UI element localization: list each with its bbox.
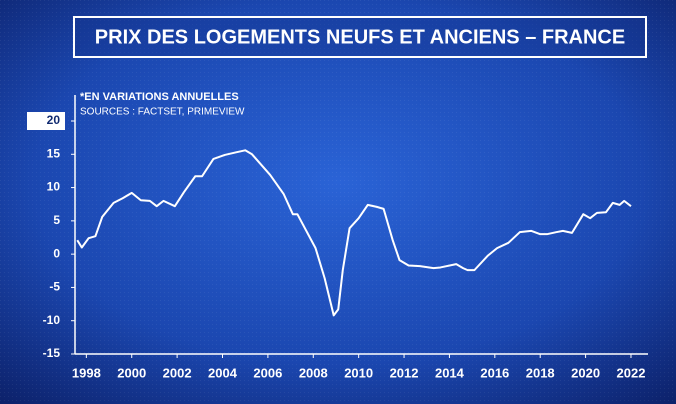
y-tick-label: 20 — [47, 113, 61, 127]
data-line — [76, 149, 632, 317]
y-tick-label: 5 — [53, 213, 60, 227]
x-tick-label: 2008 — [299, 365, 328, 380]
y-tick-label: -5 — [49, 280, 60, 294]
y-tick-label: 0 — [53, 246, 60, 260]
x-tick-label: 2006 — [253, 365, 282, 380]
x-tick-label: 2000 — [117, 365, 146, 380]
x-tick-label: 2004 — [208, 365, 238, 380]
x-tick-label: 2014 — [435, 365, 465, 380]
y-tick-label: -15 — [43, 346, 61, 360]
x-tick-label: 2020 — [571, 365, 600, 380]
source: SOURCES : FACTSET, PRIMEVIEW — [80, 107, 245, 118]
x-tick-label: 2010 — [344, 365, 373, 380]
y-tick-highlight — [27, 112, 65, 130]
subtitle: *EN VARIATIONS ANNUELLES — [80, 91, 239, 103]
x-tick-label: 2016 — [480, 365, 509, 380]
x-tick-label: 2002 — [163, 365, 192, 380]
title-box — [73, 16, 647, 58]
x-tick-label: 1998 — [72, 365, 101, 380]
y-tick-label: 15 — [47, 146, 61, 160]
x-tick-label: 2018 — [526, 365, 555, 380]
chart-title: PRIX DES LOGEMENTS NEUFS ET ANCIENS – FR… — [95, 26, 625, 48]
x-tick-label: 2012 — [390, 365, 419, 380]
x-tick-label: 2022 — [617, 365, 646, 380]
y-tick-label: -10 — [43, 313, 61, 327]
y-tick-label: 10 — [47, 180, 61, 194]
